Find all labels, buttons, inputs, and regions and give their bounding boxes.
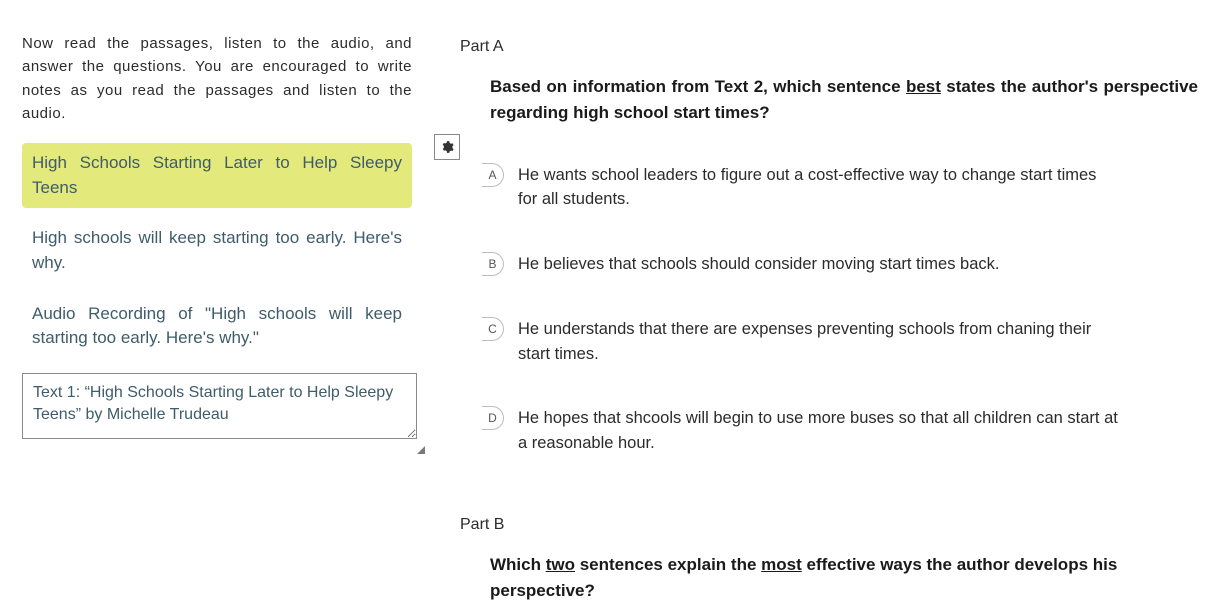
main-container: Now read the passages, listen to the aud… [0, 0, 1228, 596]
settings-button[interactable] [434, 134, 460, 160]
stem-text-pre: Based on information from Text 2, which … [490, 77, 906, 96]
stem-b-1: Which [490, 555, 546, 574]
choice-text-c: He understands that there are expenses p… [518, 317, 1118, 367]
stem-b-u2: most [761, 555, 802, 574]
part-a-stem: Based on information from Text 2, which … [460, 74, 1198, 127]
choice-letter-b: B [482, 252, 504, 276]
left-column: Now read the passages, listen to the aud… [0, 0, 430, 596]
choice-d[interactable]: D He hopes that shcools will begin to use… [482, 406, 1198, 456]
stem-b-2: sentences explain the [575, 555, 761, 574]
part-a-choices: A He wants school leaders to figure out a… [460, 163, 1198, 456]
choice-c[interactable]: C He understands that there are expenses … [482, 317, 1198, 367]
passage-link-0[interactable]: High Schools Starting Later to Help Slee… [22, 143, 412, 208]
choice-letter-a: A [482, 163, 504, 187]
notes-textarea[interactable] [22, 373, 417, 439]
choice-text-d: He hopes that shcools will begin to use … [518, 406, 1118, 456]
stem-text-underlined: best [906, 77, 941, 96]
stem-b-u1: two [546, 555, 575, 574]
choice-letter-d: D [482, 406, 504, 430]
choice-text-b: He believes that schools should consider… [518, 252, 999, 277]
resize-handle-icon[interactable] [22, 444, 417, 456]
right-column: Part A Based on information from Text 2,… [430, 0, 1228, 596]
passage-link-1[interactable]: High schools will keep starting too earl… [22, 218, 412, 283]
choice-a[interactable]: A He wants school leaders to figure out a… [482, 163, 1198, 213]
choice-b[interactable]: B He believes that schools should conside… [482, 252, 1198, 277]
gear-icon [440, 140, 454, 154]
instructions-text: Now read the passages, listen to the aud… [22, 32, 412, 125]
choice-text-a: He wants school leaders to figure out a … [518, 163, 1118, 213]
choice-letter-c: C [482, 317, 504, 341]
part-b-label: Part B [460, 516, 1198, 534]
part-b-stem: Which two sentences explain the most eff… [460, 552, 1198, 605]
passage-link-2[interactable]: Audio Recording of "High schools will ke… [22, 294, 412, 359]
part-a-label: Part A [460, 38, 1198, 56]
passage-list: High Schools Starting Later to Help Slee… [22, 143, 412, 359]
